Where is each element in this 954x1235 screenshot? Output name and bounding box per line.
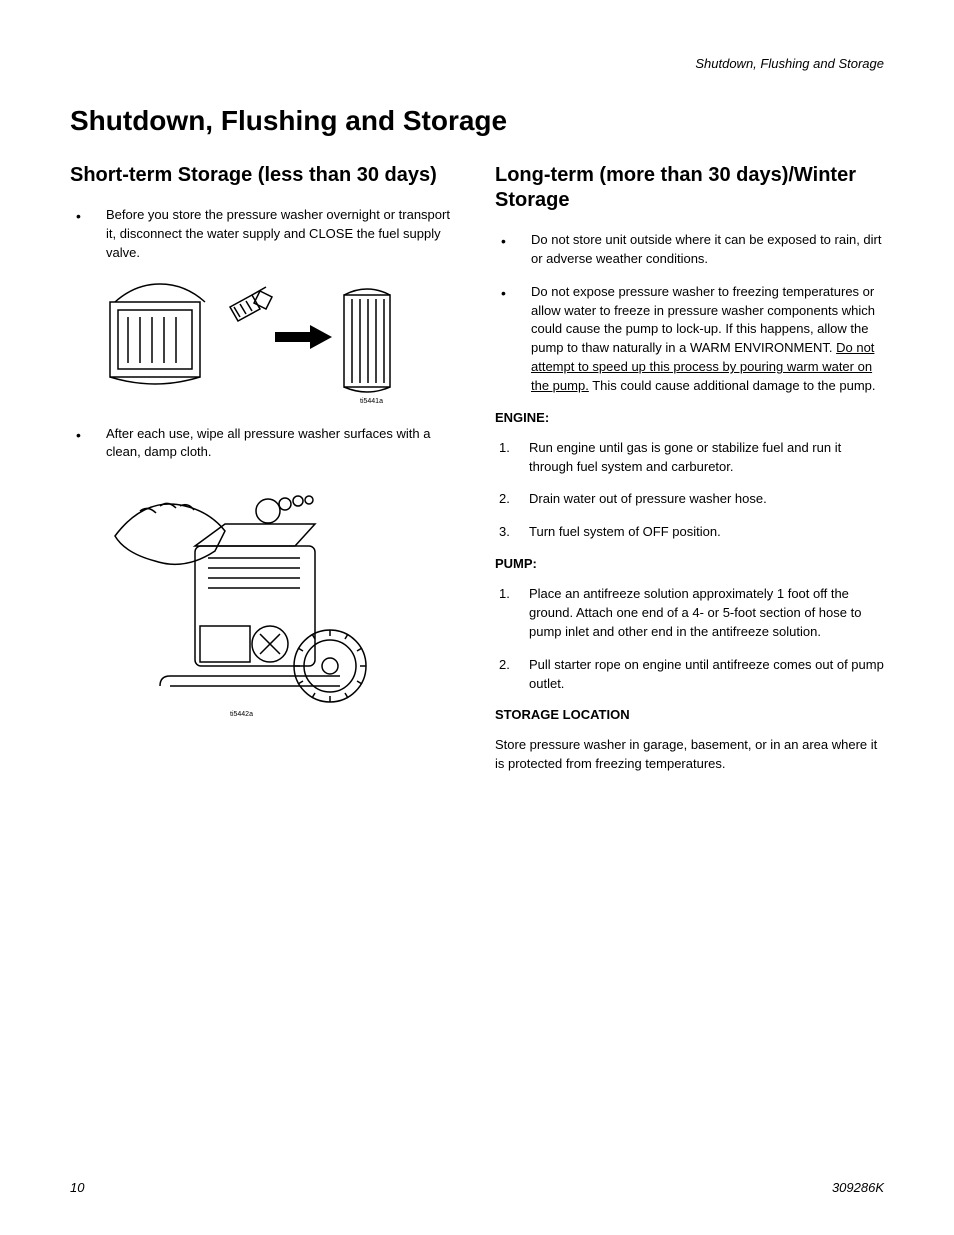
short-term-bullet-1: Before you store the pressure washer ove…: [70, 206, 459, 263]
content-columns: Short-term Storage (less than 30 days) B…: [70, 163, 884, 788]
figure-2-label: ti5442a: [230, 711, 253, 718]
short-term-bullet-2: After each use, wipe all pressure washer…: [70, 425, 459, 463]
page-footer: 10 309286K: [70, 1180, 884, 1195]
right-column: Long-term (more than 30 days)/Winter Sto…: [495, 163, 884, 788]
long-term-bullet-2: Do not expose pressure washer to freezin…: [495, 283, 884, 396]
long-term-heading: Long-term (more than 30 days)/Winter Sto…: [495, 163, 884, 213]
engine-subheading: ENGINE:: [495, 410, 884, 425]
running-header: Shutdown, Flushing and Storage: [70, 56, 884, 71]
left-column: Short-term Storage (less than 30 days) B…: [70, 163, 459, 788]
document-id: 309286K: [832, 1180, 884, 1195]
engine-step-1: Run engine until gas is gone or stabiliz…: [495, 439, 884, 477]
long-term-bullet-1: Do not store unit outside where it can b…: [495, 231, 884, 269]
engine-step-3: Turn fuel system of OFF position.: [495, 523, 884, 542]
pump-step-2: Pull starter rope on engine until antifr…: [495, 656, 884, 694]
figure-1-label: ti5441a: [360, 398, 383, 405]
engine-step-2: Drain water out of pressure washer hose.: [495, 490, 884, 509]
figure-fuel-valve: ti5441a: [100, 277, 459, 407]
figure-wipe-surfaces: ti5442a: [100, 476, 459, 726]
storage-location-subheading: STORAGE LOCATION: [495, 707, 884, 722]
pump-step-1: Place an antifreeze solution approximate…: [495, 585, 884, 642]
page-number: 10: [70, 1180, 84, 1195]
storage-location-text: Store pressure washer in garage, basemen…: [495, 736, 884, 774]
bullet2-pre: Do not expose pressure washer to freezin…: [531, 284, 875, 356]
pump-subheading: PUMP:: [495, 556, 884, 571]
bullet2-post: This could cause additional damage to th…: [589, 378, 876, 393]
page-title: Shutdown, Flushing and Storage: [70, 105, 884, 137]
short-term-heading: Short-term Storage (less than 30 days): [70, 163, 459, 188]
